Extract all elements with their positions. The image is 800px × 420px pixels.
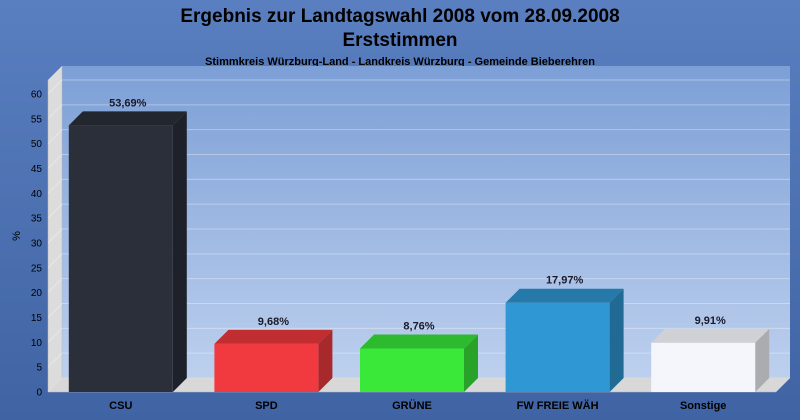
gridline bbox=[47, 104, 790, 120]
chart-subtitle: Stimmkreis Würzburg-Land - Landkreis Wür… bbox=[205, 56, 595, 68]
gridline bbox=[47, 178, 790, 194]
gridline bbox=[47, 278, 790, 294]
y-tick-label: 40 bbox=[31, 189, 43, 200]
x-tick-label: Sonstige bbox=[680, 400, 726, 412]
bar-top bbox=[214, 329, 333, 344]
y-tick-label: 20 bbox=[31, 288, 43, 299]
chart-title-line2: Erststimmen bbox=[342, 30, 457, 51]
bar-side bbox=[755, 328, 770, 392]
x-tick-label: CSU bbox=[109, 400, 132, 412]
bar-side bbox=[318, 329, 333, 392]
bar bbox=[214, 343, 319, 392]
y-tick-label: 15 bbox=[31, 313, 43, 324]
data-label: 8,76% bbox=[403, 320, 434, 332]
plot-left-wall bbox=[47, 65, 63, 393]
y-tick-label: 10 bbox=[31, 338, 43, 349]
x-tick-label: FW FREIE WÄH bbox=[517, 399, 599, 412]
bar-side bbox=[172, 111, 187, 393]
bar bbox=[68, 125, 173, 393]
y-tick-label: 35 bbox=[31, 214, 43, 225]
y-tick-label: 45 bbox=[31, 164, 43, 175]
gridline bbox=[47, 79, 790, 95]
bar bbox=[651, 342, 756, 392]
bar-side bbox=[464, 334, 478, 392]
y-axis-label: % bbox=[11, 231, 23, 241]
gridline bbox=[47, 129, 790, 145]
x-tick-label: SPD bbox=[255, 400, 278, 412]
gridline bbox=[47, 253, 790, 269]
bar-top bbox=[68, 111, 187, 126]
y-tick-label: 30 bbox=[31, 239, 43, 250]
bar-side bbox=[609, 288, 624, 392]
bar-top bbox=[505, 288, 624, 303]
y-tick-label: 55 bbox=[31, 114, 43, 125]
gridline bbox=[47, 154, 790, 169]
y-tick-label: 25 bbox=[31, 263, 43, 274]
x-tick-label: GRÜNE bbox=[392, 399, 432, 412]
gridline bbox=[47, 228, 790, 244]
y-tick-label: 0 bbox=[36, 388, 42, 399]
y-tick-label: 5 bbox=[36, 363, 42, 374]
bar-top bbox=[360, 334, 478, 349]
bar bbox=[505, 302, 610, 392]
chart-title: Ergebnis zur Landtagswahl 2008 vom 28.09… bbox=[180, 6, 619, 27]
data-label: 53,69% bbox=[109, 97, 147, 109]
gridline bbox=[47, 203, 790, 219]
data-label: 9,91% bbox=[695, 315, 726, 327]
y-tick-label: 50 bbox=[31, 139, 43, 150]
bar-top bbox=[651, 328, 770, 343]
y-tick-label: 60 bbox=[31, 90, 43, 101]
bar bbox=[360, 348, 464, 392]
plot-area: 0 5 10 15 20 25 30 35 40 45 50 55 60 53,69% CSU 9,68% SP… bbox=[31, 65, 791, 412]
data-label: 9,68% bbox=[258, 316, 289, 328]
data-label: 17,97% bbox=[546, 275, 584, 287]
